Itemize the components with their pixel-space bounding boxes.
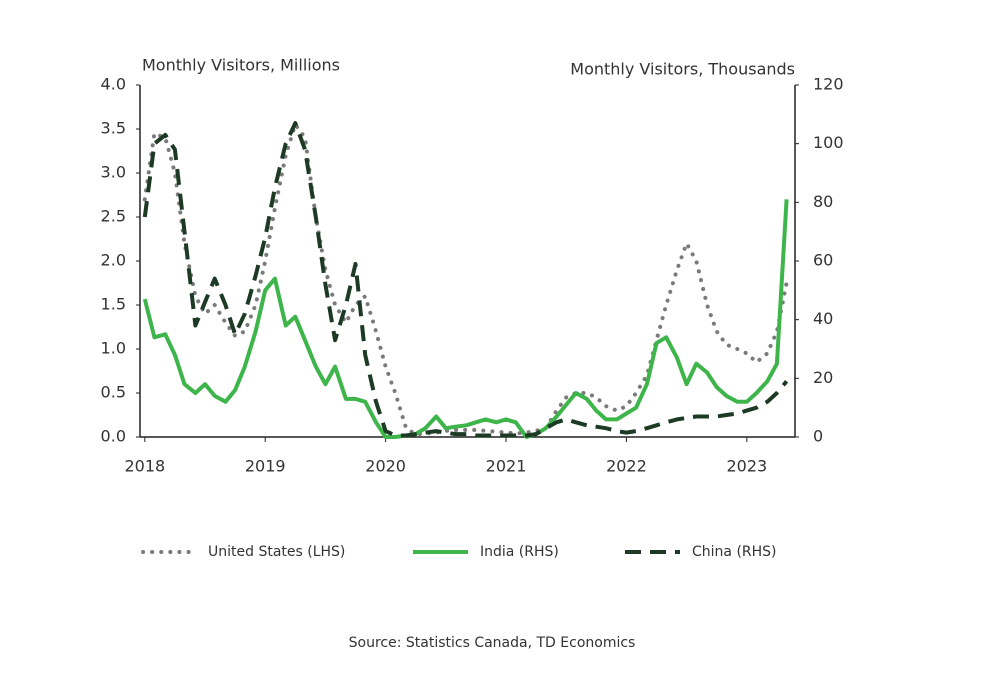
y2-tick-label: 40 — [813, 309, 833, 328]
legend-label: India (RHS) — [480, 544, 559, 560]
x-tick-label: 2021 — [486, 457, 527, 476]
y-tick-label: 2.0 — [101, 251, 126, 270]
y-tick-label: 0.0 — [101, 427, 126, 446]
x-tick-label: 2019 — [245, 457, 286, 476]
y2-axis-title: Monthly Visitors, Thousands — [570, 60, 795, 79]
y2-tick-label: 100 — [813, 133, 844, 152]
y-tick-label: 3.0 — [101, 163, 126, 182]
x-tick-label: 2020 — [365, 457, 406, 476]
y-tick-label: 2.5 — [101, 207, 126, 226]
y-tick-label: 1.0 — [101, 339, 126, 358]
x-tick-label: 2018 — [124, 457, 165, 476]
y2-tick-label: 60 — [813, 251, 833, 270]
series-line — [142, 199, 789, 439]
y-tick-label: 0.5 — [101, 383, 126, 402]
series-line — [142, 121, 789, 438]
y-axis-title: Monthly Visitors, Millions — [142, 56, 340, 75]
y2-tick-label: 120 — [813, 75, 844, 94]
y2-tick-label: 80 — [813, 192, 833, 211]
x-tick-label: 2022 — [606, 457, 647, 476]
series-line — [142, 122, 789, 437]
y-tick-label: 4.0 — [101, 75, 126, 94]
y-tick-label: 3.5 — [101, 119, 126, 138]
legend-label: United States (LHS) — [208, 544, 345, 560]
x-tick-label: 2023 — [726, 457, 767, 476]
legend-label: China (RHS) — [692, 544, 777, 560]
y2-tick-label: 20 — [813, 368, 833, 387]
source-note: Source: Statistics Canada, TD Economics — [349, 635, 636, 651]
y2-tick-label: 0 — [813, 427, 823, 446]
y-tick-label: 1.5 — [101, 295, 126, 314]
